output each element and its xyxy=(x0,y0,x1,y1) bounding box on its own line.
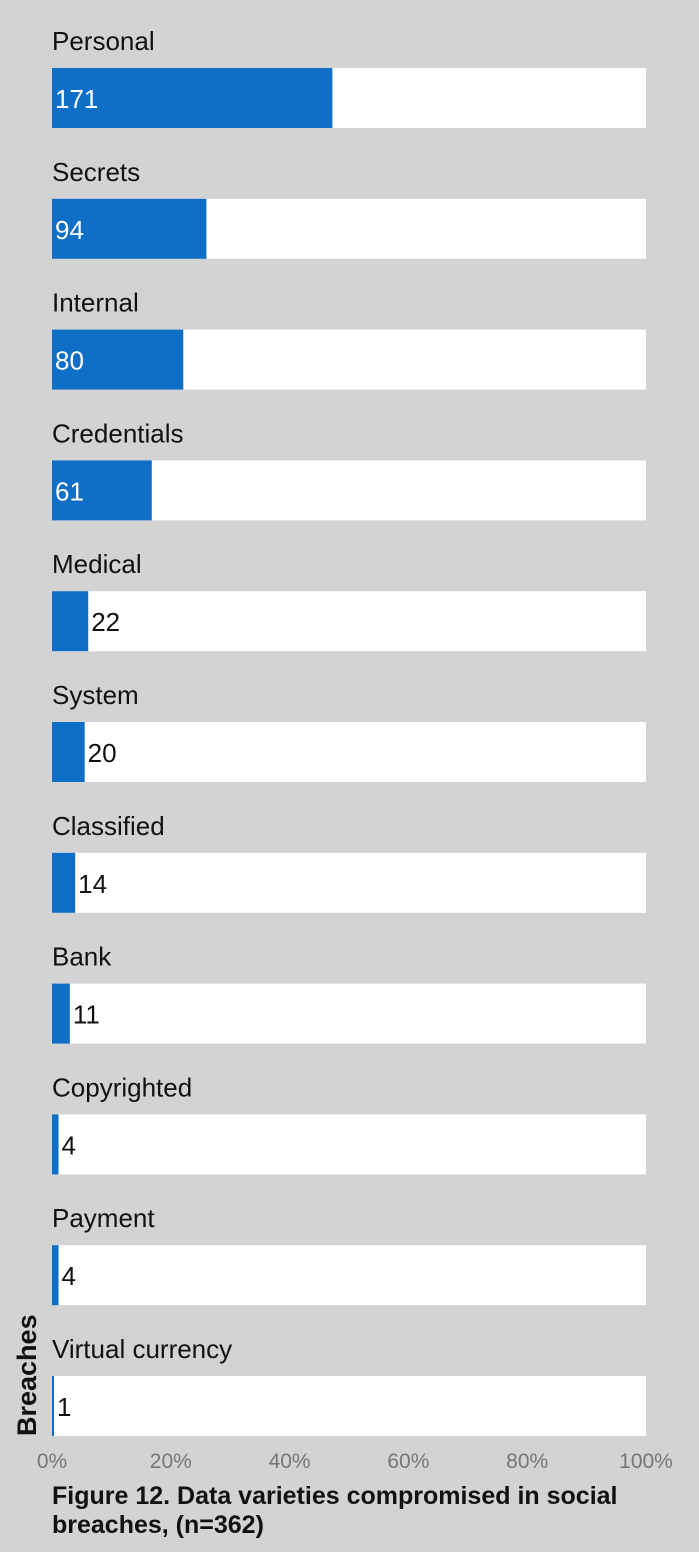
x-axis-ticks: 0% 20% 40% 60% 80% 100% xyxy=(37,1450,673,1473)
bar xyxy=(52,852,76,913)
bar xyxy=(52,591,89,652)
bar-value-label: 4 xyxy=(62,1261,76,1291)
bar-chart: Personal 171 Secrets 94 Internal 80 Credential… xyxy=(12,26,673,1473)
bar-value-label: 61 xyxy=(55,476,84,506)
bar-row: Secrets 94 xyxy=(52,157,646,259)
bar-track xyxy=(52,591,646,652)
bar xyxy=(52,329,184,390)
bar-track xyxy=(52,1376,646,1436)
x-tick-label: 100% xyxy=(619,1450,673,1473)
bar-track xyxy=(52,722,646,782)
x-tick-label: 40% xyxy=(269,1450,311,1473)
bar-value-label: 80 xyxy=(55,346,84,376)
bar-row: Medical 22 xyxy=(52,549,646,652)
x-tick-label: 60% xyxy=(387,1450,429,1473)
bar-row: Copyrighted 4 xyxy=(52,1072,646,1175)
bar-value-label: 171 xyxy=(55,84,98,114)
bar-row: Payment 4 xyxy=(52,1203,646,1306)
bar-row: System 20 xyxy=(52,680,646,782)
category-label: Payment xyxy=(52,1203,155,1233)
bar-value-label: 14 xyxy=(78,869,107,899)
bars-group: Personal 171 Secrets 94 Internal 80 Credential… xyxy=(52,26,646,1436)
category-label: Medical xyxy=(52,549,142,579)
bar-value-label: 11 xyxy=(73,1000,100,1030)
category-label: Personal xyxy=(52,26,155,56)
bar-value-label: 4 xyxy=(62,1130,76,1160)
bar-value-label: 22 xyxy=(91,607,120,637)
bar-track xyxy=(52,1114,646,1175)
category-label: Copyrighted xyxy=(52,1072,192,1102)
bar xyxy=(52,1245,59,1306)
bar xyxy=(52,68,333,128)
bar-value-label: 94 xyxy=(55,215,84,245)
bar-row: Personal 171 xyxy=(52,26,646,128)
bar-row: Virtual currency 1 xyxy=(52,1334,646,1436)
x-tick-label: 80% xyxy=(506,1450,548,1473)
x-tick-label: 20% xyxy=(150,1450,192,1473)
x-tick-label: 0% xyxy=(37,1450,67,1473)
bar-row: Credentials 61 xyxy=(52,418,646,521)
bar-value-label: 1 xyxy=(57,1392,71,1422)
bar-track xyxy=(52,983,646,1044)
category-label: Classified xyxy=(52,811,165,841)
bar xyxy=(52,1376,54,1436)
bar-row: Classified 14 xyxy=(52,811,646,913)
bar-track xyxy=(52,852,646,913)
category-label: System xyxy=(52,680,139,710)
category-label: Internal xyxy=(52,288,139,318)
bar-row: Internal 80 xyxy=(52,288,646,390)
bar xyxy=(52,722,85,782)
category-label: Credentials xyxy=(52,418,184,448)
bar-track xyxy=(52,1245,646,1306)
figure-caption: Figure 12. Data varieties compromised in… xyxy=(52,1482,618,1539)
category-label: Virtual currency xyxy=(52,1334,232,1364)
bar xyxy=(52,983,70,1044)
bar-row: Bank 11 xyxy=(52,942,646,1044)
bar xyxy=(52,1114,59,1175)
bar-value-label: 20 xyxy=(88,738,117,768)
category-label: Secrets xyxy=(52,157,140,187)
y-axis-label: Breaches xyxy=(12,1314,42,1436)
bar xyxy=(52,460,152,521)
bar xyxy=(52,198,207,259)
category-label: Bank xyxy=(52,942,112,972)
